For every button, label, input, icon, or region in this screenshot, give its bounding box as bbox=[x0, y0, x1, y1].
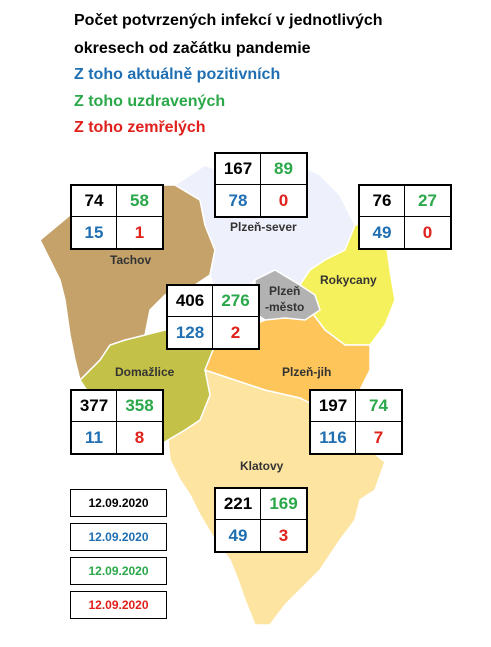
deceased-value: 7 bbox=[373, 427, 384, 447]
deceased-value: 8 bbox=[134, 427, 145, 447]
legend-positive: Z toho aktuálně pozitivních bbox=[74, 66, 281, 83]
total-value: 377 bbox=[72, 391, 117, 422]
deceased-value: 2 bbox=[230, 322, 241, 342]
positive-value: 49 bbox=[360, 217, 405, 248]
positive-value: 128 bbox=[168, 317, 213, 348]
stats-plzen-mesto: 406 276 128 2 bbox=[166, 284, 260, 350]
stats-klatovy: 221 169 49 3 bbox=[214, 487, 308, 553]
total-value: 197 bbox=[311, 391, 356, 422]
positive-value: 15 bbox=[72, 217, 117, 248]
recovered-value: 58 bbox=[117, 186, 162, 217]
legend-recovered: Z toho uzdravených bbox=[74, 93, 226, 110]
total-value: 74 bbox=[72, 186, 117, 217]
legend-deceased: Z toho zemřelých bbox=[74, 119, 206, 136]
date-total: 12.09.2020 bbox=[70, 489, 167, 517]
legend-title-line1: Počet potvrzených infekcí v jednotlivých bbox=[74, 12, 383, 29]
deceased-value: 0 bbox=[422, 222, 433, 242]
label-plzen-sever: Plzeň-sever bbox=[230, 220, 297, 234]
date-recovered: 12.09.2020 bbox=[70, 557, 167, 585]
recovered-value: 358 bbox=[117, 391, 162, 422]
stats-plzen-sever: 167 89 78 0 bbox=[214, 152, 308, 218]
total-value: 221 bbox=[216, 489, 261, 520]
positive-value: 78 bbox=[216, 185, 261, 216]
stats-rokycany: 76 27 49 0 bbox=[358, 184, 452, 250]
positive-value: 49 bbox=[216, 520, 261, 551]
deceased-value: 3 bbox=[278, 525, 289, 545]
date-deceased: 12.09.2020 bbox=[70, 591, 167, 619]
recovered-value: 276 bbox=[213, 286, 258, 317]
label-tachov: Tachov bbox=[110, 253, 152, 267]
recovered-value: 89 bbox=[261, 154, 306, 185]
stats-tachov: 74 58 15 1 bbox=[70, 184, 164, 250]
total-value: 167 bbox=[216, 154, 261, 185]
label-klatovy: Klatovy bbox=[240, 459, 284, 473]
total-value: 406 bbox=[168, 286, 213, 317]
label-domazlice: Domažlice bbox=[115, 365, 175, 379]
recovered-value: 27 bbox=[405, 186, 450, 217]
recovered-value: 74 bbox=[356, 391, 401, 422]
total-value: 76 bbox=[360, 186, 405, 217]
legend-title-line2: okresech od začátku pandemie bbox=[74, 40, 311, 57]
deceased-value: 0 bbox=[278, 190, 289, 210]
label-plzen-mesto-1: Plzeň bbox=[269, 284, 301, 298]
recovered-value: 169 bbox=[261, 489, 306, 520]
stats-plzen-jih: 197 74 116 7 bbox=[309, 389, 403, 455]
date-positive: 12.09.2020 bbox=[70, 523, 167, 551]
stats-domazlice: 377 358 11 8 bbox=[70, 389, 164, 455]
deceased-value: 1 bbox=[134, 222, 145, 242]
label-plzen-jih: Plzeň-jih bbox=[282, 365, 332, 379]
label-rokycany: Rokycany bbox=[320, 273, 377, 287]
positive-value: 11 bbox=[72, 422, 117, 453]
label-plzen-mesto-2: -město bbox=[265, 300, 305, 314]
positive-value: 116 bbox=[311, 422, 356, 453]
